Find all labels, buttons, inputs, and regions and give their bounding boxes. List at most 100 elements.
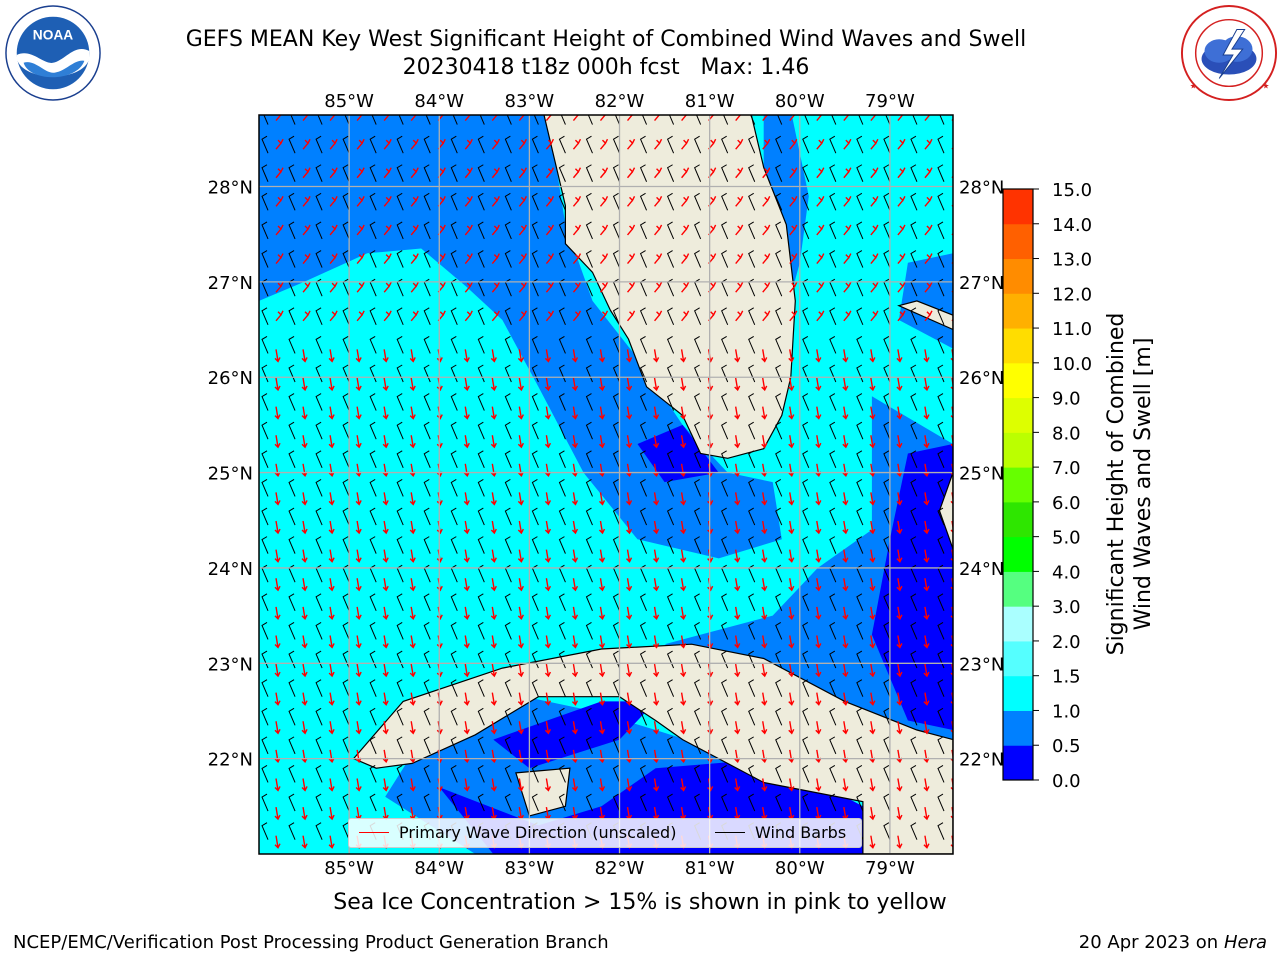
wave-direction-arrow	[896, 778, 903, 792]
wind-barb	[883, 250, 891, 268]
wind-barb	[883, 622, 891, 640]
wind-barb	[666, 478, 675, 497]
wave-direction-arrow	[275, 310, 284, 322]
wind-barb	[369, 707, 377, 726]
wave-direction-arrow	[843, 224, 852, 236]
wave-direction-arrow	[383, 138, 392, 150]
wind-barb	[423, 765, 431, 783]
wave-direction-arrow	[517, 663, 524, 678]
map-legend: Primary Wave Direction (unscaled) Wind B…	[348, 818, 862, 848]
wave-direction-arrow	[680, 606, 687, 621]
wind-barb	[937, 536, 945, 554]
wind-barb	[856, 536, 864, 554]
wave-direction-arrow	[302, 224, 311, 236]
wind-barb	[369, 307, 377, 325]
wave-direction-arrow	[571, 778, 579, 792]
wind-barb	[342, 192, 350, 211]
wave-direction-arrow	[598, 520, 606, 535]
wind-barb	[288, 622, 296, 640]
wave-direction-arrow	[463, 692, 470, 706]
wave-direction-arrow	[491, 253, 500, 265]
wind-barb	[396, 450, 404, 469]
wind-barb	[666, 622, 675, 640]
wave-direction-arrow	[897, 196, 906, 207]
wind-barb	[315, 450, 323, 469]
wind-barb	[883, 793, 891, 812]
wind-barb	[477, 250, 485, 268]
wind-barb	[450, 335, 458, 354]
wave-direction-arrow	[923, 435, 930, 449]
wave-direction-arrow	[762, 224, 771, 236]
wind-barb	[829, 793, 837, 812]
wind-barb	[829, 192, 837, 211]
wind-barb	[315, 507, 323, 526]
wind-barb	[721, 507, 729, 526]
wave-direction-arrow	[626, 196, 636, 207]
wind-barb	[288, 250, 296, 268]
wind-barb	[261, 822, 269, 840]
wind-barb	[666, 335, 675, 354]
wave-direction-arrow	[571, 578, 579, 592]
wind-barb	[315, 478, 323, 497]
wave-direction-arrow	[653, 406, 660, 420]
wind-barb	[829, 135, 837, 154]
wave-direction-arrow	[897, 138, 906, 150]
colorbar-tick-label: 1.5	[1052, 667, 1081, 688]
wind-barb	[531, 679, 539, 697]
wind-barb	[585, 536, 593, 554]
wind-barb	[883, 135, 891, 154]
wave-direction-arrow	[762, 138, 771, 150]
wave-direction-arrow	[329, 138, 338, 150]
wind-barb	[369, 164, 377, 182]
wind-barb	[937, 793, 945, 812]
wave-direction-arrow	[735, 310, 744, 322]
wave-direction-arrow	[544, 520, 552, 535]
wave-direction-arrow	[572, 310, 582, 322]
wind-barb	[666, 793, 675, 812]
wave-direction-arrow	[409, 349, 416, 363]
wave-direction-arrow	[518, 224, 527, 236]
wind-barb	[558, 421, 566, 440]
wind-barb	[558, 622, 566, 640]
wave-direction-arrow	[274, 606, 281, 621]
wind-barb	[396, 135, 404, 154]
wave-direction-arrow	[355, 692, 362, 706]
wind-barb	[450, 507, 458, 526]
wave-direction-arrow	[382, 578, 389, 592]
wind-barb	[802, 536, 810, 554]
wind-barb	[450, 450, 458, 469]
wind-barb	[748, 679, 756, 697]
wave-direction-arrow	[382, 663, 389, 678]
wave-direction-arrow	[463, 578, 470, 592]
wave-direction-arrow	[328, 349, 335, 363]
wave-direction-arrow	[734, 578, 741, 592]
wave-direction-arrow	[463, 606, 470, 621]
wave-direction-arrow	[654, 138, 663, 150]
colorbar-segment	[1003, 675, 1033, 711]
wave-direction-arrow	[383, 224, 392, 236]
wind-barb	[423, 192, 431, 211]
wind-barb	[883, 736, 891, 755]
wind-barb	[342, 393, 350, 411]
wave-direction-arrow	[464, 138, 473, 150]
wind-barb	[910, 793, 918, 812]
wind-barb	[585, 736, 593, 755]
wind-barb	[829, 478, 837, 497]
noaa-logo-text: NOAA	[33, 27, 73, 42]
wave-direction-arrow	[923, 663, 930, 678]
wind-barb	[263, 115, 269, 125]
wind-barb	[558, 335, 566, 354]
wind-barb	[802, 450, 810, 469]
wind-barb	[585, 478, 593, 497]
wind-barb	[885, 115, 891, 125]
wind-barb	[504, 478, 512, 497]
wind-barb	[694, 164, 702, 182]
wave-direction-arrow	[302, 253, 311, 265]
wave-direction-arrow	[734, 663, 741, 678]
wave-direction-arrow	[355, 406, 362, 420]
wind-barb	[531, 536, 539, 554]
wind-barb	[666, 450, 675, 469]
wave-direction-arrow	[653, 578, 660, 592]
wind-barb	[369, 393, 377, 411]
wave-direction-arrow	[328, 549, 335, 563]
